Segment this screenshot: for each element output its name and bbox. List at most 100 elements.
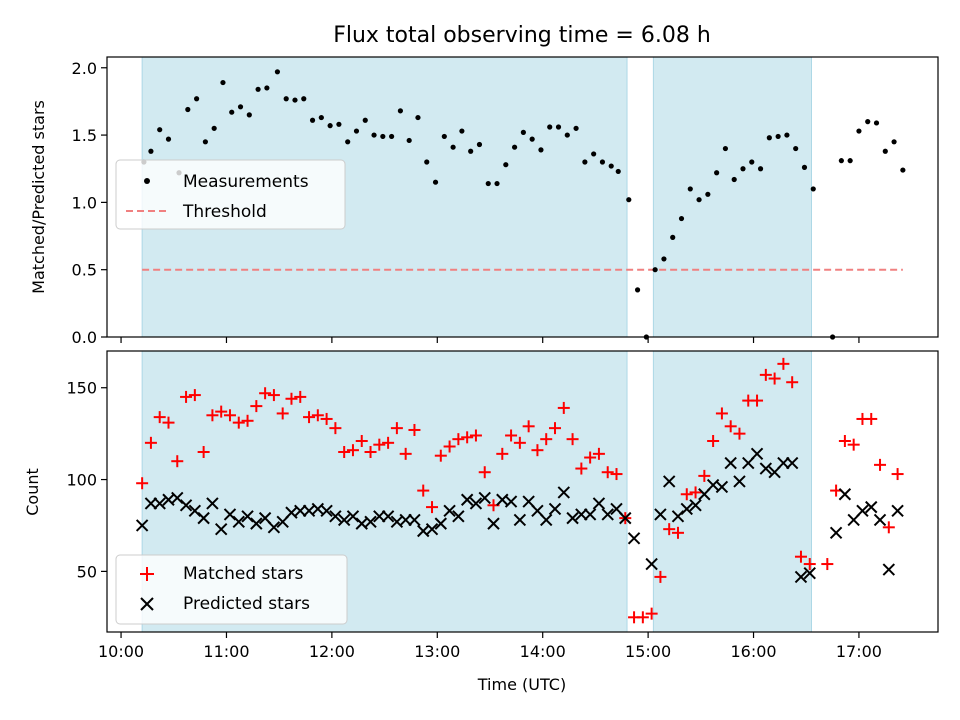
measurement-point <box>301 96 307 102</box>
measurement-point <box>705 191 711 197</box>
measurement-point <box>246 112 252 118</box>
matched-star-point <box>241 414 254 427</box>
predicted-star-point <box>785 456 799 470</box>
predicted-star-point <box>557 486 570 499</box>
measurement-point <box>255 86 261 92</box>
matched-star-point <box>267 389 280 402</box>
measurement-point <box>185 106 191 113</box>
predicted-star-point <box>206 497 219 510</box>
predicted-star-point <box>873 513 887 527</box>
measurement-point <box>237 104 244 110</box>
predicted-star-point <box>171 491 184 505</box>
matched-star-point <box>461 431 474 444</box>
matched-star-point <box>777 357 790 370</box>
matched-star-point <box>654 570 667 583</box>
x-tick-label: 16:00 <box>730 642 776 661</box>
measurement-point <box>371 132 377 138</box>
matched-star-point <box>584 451 597 464</box>
matched-star-point <box>373 438 386 451</box>
measurement-point <box>520 129 526 135</box>
measurement-point <box>274 69 281 75</box>
matched-star-point <box>136 477 149 490</box>
matched-star-point <box>259 387 272 400</box>
predicted-star-point <box>627 532 641 545</box>
predicted-star-point <box>548 502 562 516</box>
measurement-point <box>406 137 412 144</box>
matched-star-point <box>250 400 263 413</box>
matched-star-point <box>768 372 781 385</box>
matched-star-point <box>838 434 851 447</box>
measurement-point <box>441 133 447 140</box>
measurement-point <box>687 186 693 192</box>
matched-star-point <box>294 390 307 403</box>
measurement-point <box>865 119 871 125</box>
predicted-star-point <box>645 557 658 571</box>
predicted-star-point <box>337 513 351 527</box>
matched-star-point <box>610 468 623 481</box>
matched-star-point <box>469 429 482 442</box>
measurement-point <box>459 128 465 134</box>
y-tick-label: 100 <box>66 471 97 490</box>
measurement-point <box>547 124 553 130</box>
predicted-star-point <box>381 510 395 523</box>
bottom-plot-frame <box>106 350 939 633</box>
matched-star-point <box>531 444 544 457</box>
measurement-point <box>670 234 676 240</box>
measurement-point <box>292 97 298 103</box>
measurement-point <box>714 170 720 176</box>
matched-star-point <box>759 368 772 381</box>
matched-star-point <box>707 434 720 447</box>
measurement-point <box>626 197 632 203</box>
predicted-star-point <box>777 456 790 470</box>
legend-matched-marker <box>140 567 154 581</box>
predicted-star-point <box>838 488 852 501</box>
matched-star-point <box>724 420 737 433</box>
matched-star-point <box>689 486 702 499</box>
measurement-point <box>211 125 217 131</box>
predicted-star-point <box>891 504 904 517</box>
measurement-point <box>793 145 799 152</box>
matched-star-point <box>751 394 764 407</box>
legend-predicted-marker <box>140 597 154 611</box>
predicted-star-point <box>733 475 746 488</box>
predicted-star-point <box>601 508 614 521</box>
matched-star-point <box>303 411 316 424</box>
measurement-point <box>468 148 474 154</box>
matched-star-point <box>285 392 298 405</box>
top-x-ticks <box>120 337 860 343</box>
matched-star-point <box>452 433 465 446</box>
matched-star-point <box>443 440 456 453</box>
matched-star-point <box>540 433 553 446</box>
matched-star-point <box>557 401 570 414</box>
matched-star-point <box>505 429 518 442</box>
predicted-star-point <box>592 497 606 510</box>
predicted-star-point <box>250 517 263 530</box>
measurement-point <box>148 148 154 154</box>
x-tick-label: 10:00 <box>98 642 144 661</box>
measurement-point <box>696 197 702 203</box>
measurement-point <box>380 133 386 140</box>
matched-star-point <box>162 416 175 429</box>
matched-star-point <box>197 446 210 459</box>
predicted-star-point <box>540 513 553 527</box>
matched-star-point <box>680 488 693 501</box>
measurement-point <box>740 166 746 172</box>
measurement-point <box>389 133 395 140</box>
legend-measurements-label: Measurements <box>183 172 309 192</box>
predicted-star-point <box>425 522 439 536</box>
predicted-star-point <box>346 510 360 523</box>
predicted-star-point <box>214 522 228 536</box>
measurement-point <box>775 133 781 140</box>
matched-star-point <box>364 446 377 459</box>
matched-star-point <box>663 523 676 536</box>
measurement-point <box>503 162 509 168</box>
measurement-point <box>165 136 172 142</box>
predicted-star-point <box>469 497 483 510</box>
measurement-point <box>432 179 439 185</box>
bottom-observing-windows <box>141 350 813 633</box>
matched-star-point <box>513 436 526 449</box>
matched-star-point <box>338 446 351 459</box>
predicted-star-point <box>364 515 377 529</box>
top-panel: 0.00.51.01.52.0 Matched/Predicted stars … <box>29 56 939 347</box>
measurement-point <box>424 159 430 165</box>
